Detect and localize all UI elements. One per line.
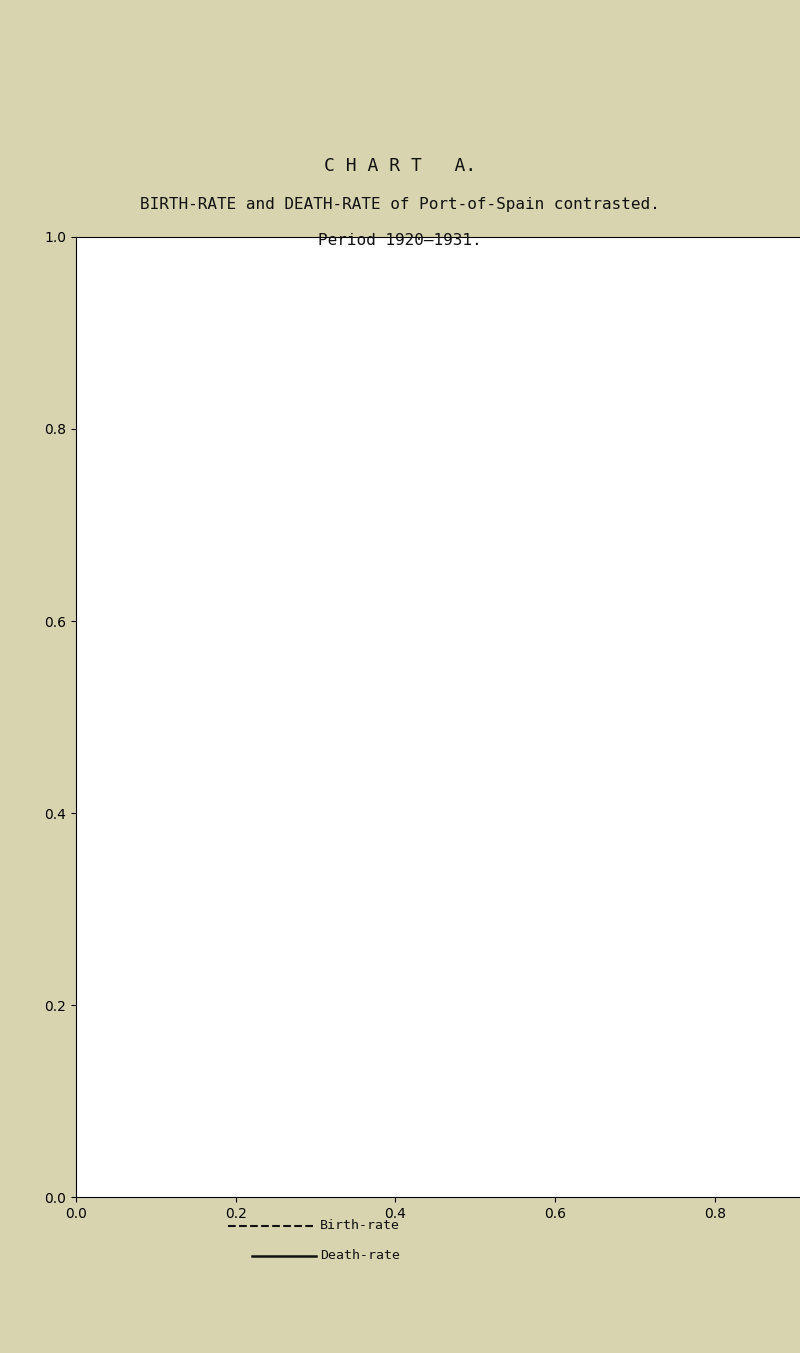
Text: 1924: 1924 [315,262,341,272]
Text: Birth-rate: Birth-rate [320,1219,400,1233]
Text: 1930: 1930 [587,262,613,272]
Text: 1928: 1928 [497,262,522,272]
Text: Period 1920—1931.: Period 1920—1931. [318,233,482,249]
Text: 1923: 1923 [270,262,295,272]
Text: 1927: 1927 [451,262,477,272]
Text: Y E A R S: Y E A R S [353,317,439,333]
Text: 1931: 1931 [633,262,658,272]
Text: 1929: 1929 [542,262,567,272]
Text: C H A R T   A.: C H A R T A. [324,157,476,176]
Text: 1921: 1921 [179,262,205,272]
Text: 1922: 1922 [225,262,250,272]
Text: 1926: 1926 [406,262,431,272]
Text: Death-rate: Death-rate [320,1249,400,1262]
Text: 1925: 1925 [361,262,386,272]
Text: 1920: 1920 [134,262,159,272]
Text: BIRTH-RATE and DEATH-RATE of Port-of-Spain contrasted.: BIRTH-RATE and DEATH-RATE of Port-of-Spa… [140,196,660,212]
